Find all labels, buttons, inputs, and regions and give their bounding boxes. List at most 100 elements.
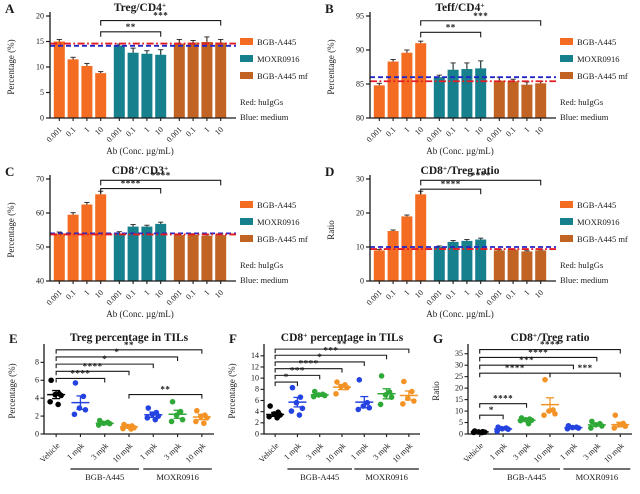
svg-text:Vehicle: Vehicle	[38, 441, 62, 465]
svg-text:20: 20	[356, 209, 364, 218]
svg-text:BGB-A445: BGB-A445	[85, 472, 124, 482]
svg-text:BGB-A445: BGB-A445	[577, 37, 616, 47]
svg-text:0.1: 0.1	[444, 288, 457, 301]
svg-text:Ab (Conc. µg/mL): Ab (Conc. µg/mL)	[426, 146, 493, 156]
svg-text:Percentage (%): Percentage (%)	[326, 39, 336, 94]
svg-text:Red: huIgGs: Red: huIgGs	[560, 260, 603, 270]
legend-swatch-BGB-A445	[240, 38, 253, 45]
panel-D: D CD8+/Treg ratio 0 10 20 30 Ratio 0.001 0.1 1 10…	[320, 163, 640, 330]
svg-text:Red: huIgGs: Red: huIgGs	[560, 97, 603, 107]
svg-text:25: 25	[455, 372, 463, 381]
svg-text:1 mpk: 1 mpk	[138, 441, 159, 462]
svg-text:10: 10	[213, 288, 225, 300]
panel-B-letter: B	[325, 1, 334, 16]
svg-text:10: 10	[213, 125, 225, 137]
panel-B: B Teff/CD4+ 80 85 90 95 Percentage (%) 0.001 0.…	[320, 0, 640, 163]
svg-text:0: 0	[40, 114, 44, 123]
svg-text:CD8+/Treg ratio: CD8+/Treg ratio	[421, 164, 500, 177]
svg-text:1 mpk: 1 mpk	[558, 441, 579, 462]
svg-text:0: 0	[35, 429, 39, 438]
svg-text:*: *	[102, 354, 107, 364]
svg-text:**: **	[126, 22, 136, 32]
svg-text:10 mpk: 10 mpk	[111, 441, 135, 465]
svg-text:50: 50	[36, 243, 44, 252]
svg-text:MOXR0916: MOXR0916	[365, 472, 408, 482]
svg-text:3 mpk: 3 mpk	[582, 441, 603, 462]
svg-text:1: 1	[202, 125, 211, 134]
svg-text:BGB-A445: BGB-A445	[507, 472, 546, 482]
svg-text:1: 1	[142, 288, 151, 297]
svg-text:Ab (Conc. µg/mL): Ab (Conc. µg/mL)	[426, 309, 493, 319]
svg-text:0.1: 0.1	[184, 288, 197, 301]
svg-text:***: ***	[153, 11, 168, 21]
svg-text:10 mpk: 10 mpk	[532, 441, 556, 465]
svg-text:10: 10	[533, 125, 545, 137]
legend-swatch-BGB-A445 mf	[560, 235, 573, 242]
svg-text:10 mpk: 10 mpk	[324, 441, 348, 465]
svg-text:0.001: 0.001	[425, 125, 444, 144]
svg-text:20: 20	[455, 384, 463, 393]
svg-text:20: 20	[36, 12, 44, 21]
svg-text:1 mpk: 1 mpk	[65, 441, 86, 462]
svg-text:CD8+/Treg ratio: CD8+/Treg ratio	[511, 331, 590, 344]
svg-text:8: 8	[255, 385, 259, 394]
svg-text:CD8+ percentage in TILs: CD8+ percentage in TILs	[281, 331, 404, 344]
svg-text:0.1: 0.1	[124, 288, 137, 301]
svg-text:BGB-A445: BGB-A445	[257, 200, 296, 210]
svg-text:10: 10	[473, 125, 485, 137]
svg-text:0.001: 0.001	[105, 125, 124, 144]
svg-text:BGB-A445: BGB-A445	[257, 37, 296, 47]
svg-text:Vehicle: Vehicle	[462, 441, 486, 465]
svg-text:Red: huIgGs: Red: huIgGs	[240, 260, 283, 270]
legend-swatch-MOXR0916	[560, 218, 573, 225]
svg-text:10: 10	[356, 243, 364, 252]
svg-text:6: 6	[255, 396, 259, 405]
panel-A-letter: A	[5, 1, 15, 16]
svg-text:1: 1	[402, 125, 411, 134]
svg-text:0.1: 0.1	[64, 288, 77, 301]
svg-text:1 mpk: 1 mpk	[349, 441, 370, 462]
svg-text:2: 2	[35, 411, 39, 420]
svg-text:**: **	[446, 22, 456, 32]
svg-text:****: ****	[151, 170, 171, 180]
svg-text:Treg/CD4+: Treg/CD4+	[114, 1, 166, 14]
svg-text:3 mpk: 3 mpk	[162, 441, 183, 462]
svg-text:3 mpk: 3 mpk	[371, 441, 392, 462]
legend-swatch-BGB-A445 mf	[560, 72, 573, 79]
svg-text:BGB-A445 mf: BGB-A445 mf	[577, 234, 628, 244]
svg-text:Blue: medium: Blue: medium	[240, 112, 289, 122]
svg-text:15: 15	[36, 37, 44, 46]
svg-text:10: 10	[455, 406, 463, 415]
svg-text:3 mpk: 3 mpk	[511, 441, 532, 462]
svg-text:10: 10	[251, 374, 259, 383]
svg-text:0.001: 0.001	[165, 288, 184, 307]
svg-text:Percentage (%): Percentage (%)	[6, 202, 16, 257]
legend-swatch-BGB-A445 mf	[240, 235, 253, 242]
svg-text:35: 35	[455, 349, 463, 358]
svg-text:70: 70	[36, 175, 44, 184]
svg-text:BGB-A445: BGB-A445	[300, 472, 339, 482]
panel-G: G CD8+/Treg ratio 0 5 10 15 20 25 30 35 Ratio Vehi…	[428, 330, 640, 494]
svg-text:30: 30	[455, 361, 463, 370]
svg-text:1: 1	[462, 288, 471, 297]
svg-text:0.001: 0.001	[45, 288, 64, 307]
svg-text:*: *	[317, 352, 322, 362]
svg-text:Ratio: Ratio	[431, 381, 441, 401]
panel-C: C CD8+/CD3+ 40 50 60 70 Percentage (%) 0.001 0.…	[0, 163, 320, 330]
svg-text:1 mpk: 1 mpk	[282, 441, 303, 462]
legend-swatch-BGB-A445	[560, 38, 573, 45]
svg-text:Blue: medium: Blue: medium	[240, 275, 289, 285]
svg-text:MOXR0916: MOXR0916	[577, 217, 620, 227]
svg-text:10: 10	[413, 288, 425, 300]
svg-text:**: **	[124, 340, 134, 350]
svg-text:10: 10	[93, 288, 105, 300]
svg-text:5: 5	[40, 88, 44, 97]
svg-text:***: ***	[578, 363, 593, 373]
svg-text:BGB-A445: BGB-A445	[577, 200, 616, 210]
svg-text:****: ****	[299, 359, 319, 369]
svg-text:15: 15	[455, 395, 463, 404]
svg-text:*: *	[489, 405, 494, 415]
svg-text:40: 40	[36, 277, 44, 286]
svg-text:0.1: 0.1	[444, 125, 457, 138]
